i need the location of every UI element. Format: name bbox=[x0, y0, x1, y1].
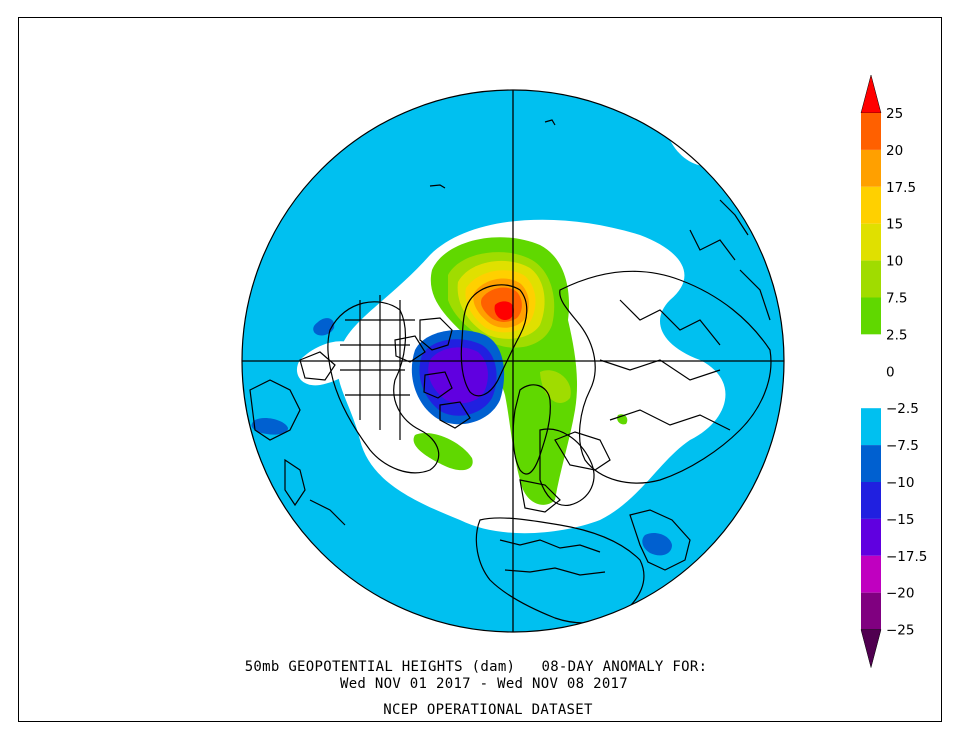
colorbar-bottom-arrow bbox=[860, 629, 882, 669]
positive-25 bbox=[494, 301, 515, 320]
colorbar-segment bbox=[861, 260, 881, 298]
caption-title: 50mb GEOPOTENTIAL HEIGHTS (dam) 08-DAY A… bbox=[244, 659, 708, 675]
colorbar-label: −2.5 bbox=[886, 401, 919, 417]
colorbar-segment bbox=[861, 445, 881, 482]
colorbar-segment bbox=[861, 334, 881, 372]
coastlines bbox=[249, 119, 772, 624]
colorbar-label: −20 bbox=[886, 586, 915, 602]
colorbar-label: 0 bbox=[886, 364, 895, 380]
positive-2-5-b bbox=[413, 432, 473, 471]
colorbar-label: 15 bbox=[886, 217, 903, 233]
negative-7-5-west bbox=[313, 318, 335, 336]
colorbar-top-arrow bbox=[860, 74, 882, 114]
colorbar-segment bbox=[861, 113, 881, 150]
colorbar-label: 20 bbox=[886, 143, 903, 159]
colorbar-label: 10 bbox=[886, 254, 903, 270]
colorbar-segment bbox=[861, 555, 881, 593]
colorbar-segment bbox=[861, 186, 881, 224]
colorbar-segment bbox=[861, 482, 881, 519]
colorbar-segment bbox=[861, 408, 881, 446]
colorbar-label: −17.5 bbox=[886, 549, 927, 565]
colorbar-label: −10 bbox=[886, 475, 915, 491]
colorbar-label: 7.5 bbox=[886, 291, 907, 307]
colorbar-label: −15 bbox=[886, 512, 915, 528]
colorbar-label: 2.5 bbox=[886, 327, 907, 343]
colorbar-segment bbox=[861, 592, 881, 630]
colorbar-label: −7.5 bbox=[886, 438, 919, 454]
colorbar-label: −25 bbox=[886, 623, 915, 639]
plot-frame bbox=[18, 17, 942, 722]
negative-7-5-asia bbox=[642, 533, 672, 556]
colorbar-segment bbox=[861, 223, 881, 261]
colorbar-label: 25 bbox=[886, 106, 903, 122]
caption-dataset: NCEP OPERATIONAL DATASET bbox=[383, 702, 593, 718]
colorbar-label: 17.5 bbox=[886, 180, 916, 196]
positive-7-5-b bbox=[540, 370, 571, 403]
colorbar-segment bbox=[861, 149, 881, 187]
colorbar: 25 20 17.5 15 10 7.5 2.5 0 −2.5 −7.5 −10 −15 −17.5 −2… bbox=[860, 74, 927, 669]
colorbar-segment bbox=[861, 297, 881, 335]
caption-dates: Wed NOV 01 2017 - Wed NOV 08 2017 bbox=[339, 676, 629, 692]
colorbar-segment bbox=[861, 518, 881, 556]
colorbar-segment bbox=[861, 371, 881, 409]
negative-7-5-pacific bbox=[251, 417, 288, 435]
